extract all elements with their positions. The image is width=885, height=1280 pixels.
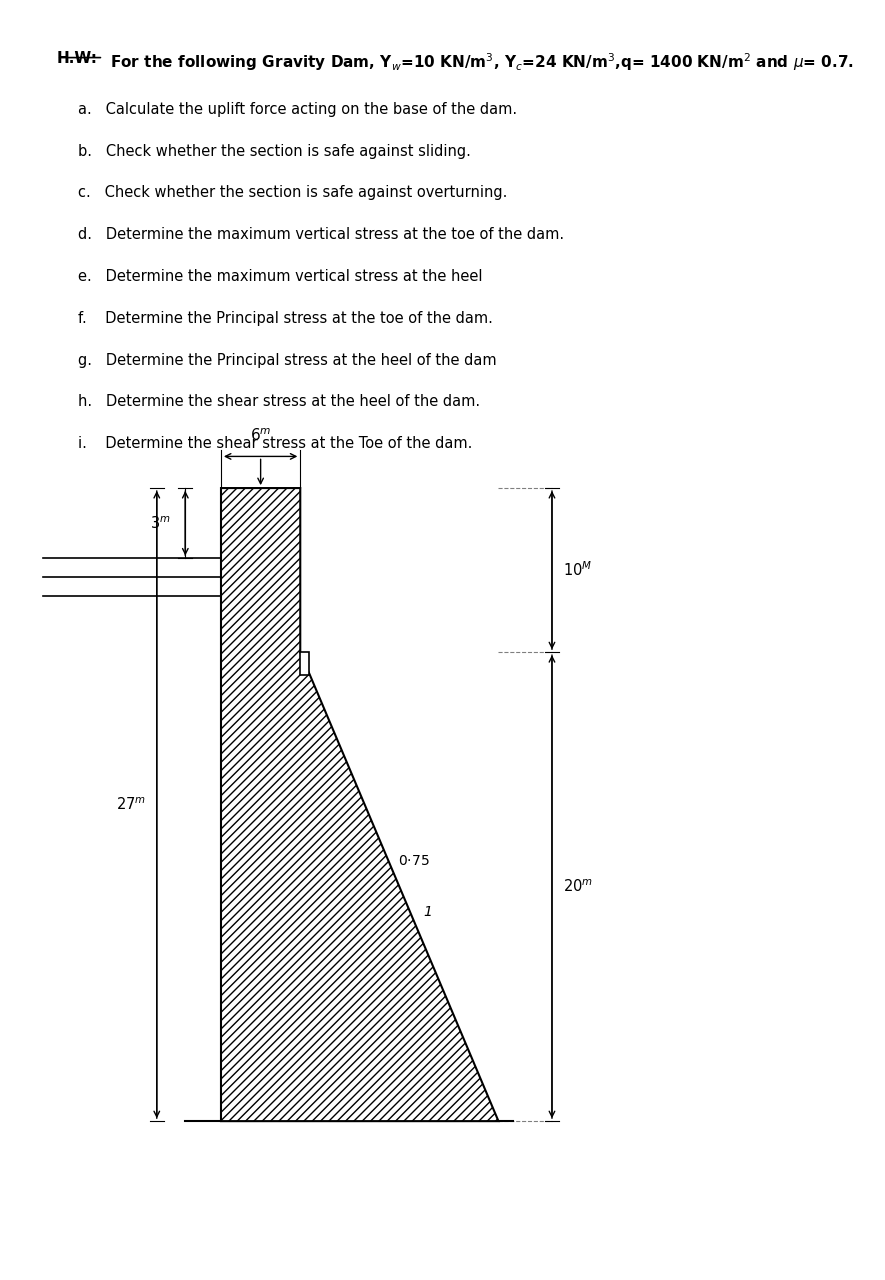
Text: c.   Check whether the section is safe against overturning.: c. Check whether the section is safe aga… <box>78 186 508 201</box>
Text: 1: 1 <box>423 905 433 919</box>
Text: $10^M$: $10^M$ <box>563 561 592 580</box>
Text: f.    Determine the Principal stress at the toe of the dam.: f. Determine the Principal stress at the… <box>78 311 493 326</box>
Text: $20^m$: $20^m$ <box>563 878 593 895</box>
Text: H.W:: H.W: <box>57 51 98 67</box>
Text: a.   Calculate the uplift force acting on the base of the dam.: a. Calculate the uplift force acting on … <box>78 102 518 116</box>
Text: h.   Determine the shear stress at the heel of the dam.: h. Determine the shear stress at the hee… <box>78 394 481 410</box>
Text: $3^m$: $3^m$ <box>150 515 171 531</box>
Text: e.   Determine the maximum vertical stress at the heel: e. Determine the maximum vertical stress… <box>78 269 483 284</box>
Text: $0{\cdot}75$: $0{\cdot}75$ <box>398 854 429 868</box>
Text: b.   Check whether the section is safe against sliding.: b. Check whether the section is safe aga… <box>78 143 471 159</box>
Text: d.   Determine the maximum vertical stress at the toe of the dam.: d. Determine the maximum vertical stress… <box>78 228 565 242</box>
Text: $6^m$: $6^m$ <box>250 428 272 444</box>
Polygon shape <box>221 488 498 1121</box>
Polygon shape <box>300 653 309 675</box>
Text: i.    Determine the shear stress at the Toe of the dam.: i. Determine the shear stress at the Toe… <box>78 436 473 451</box>
Text: For the following Gravity Dam, Y$_w$=10 KN/m$^3$, Y$_c$=24 KN/m$^3$,q= 1400 KN/m: For the following Gravity Dam, Y$_w$=10 … <box>111 51 854 73</box>
Text: $27^m$: $27^m$ <box>116 796 146 813</box>
Text: g.   Determine the Principal stress at the heel of the dam: g. Determine the Principal stress at the… <box>78 352 496 367</box>
